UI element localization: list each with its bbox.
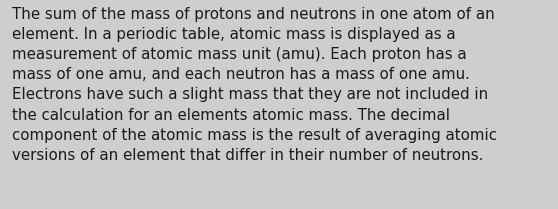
Text: The sum of the mass of protons and neutrons in one atom of an
element. In a peri: The sum of the mass of protons and neutr…: [12, 7, 497, 163]
